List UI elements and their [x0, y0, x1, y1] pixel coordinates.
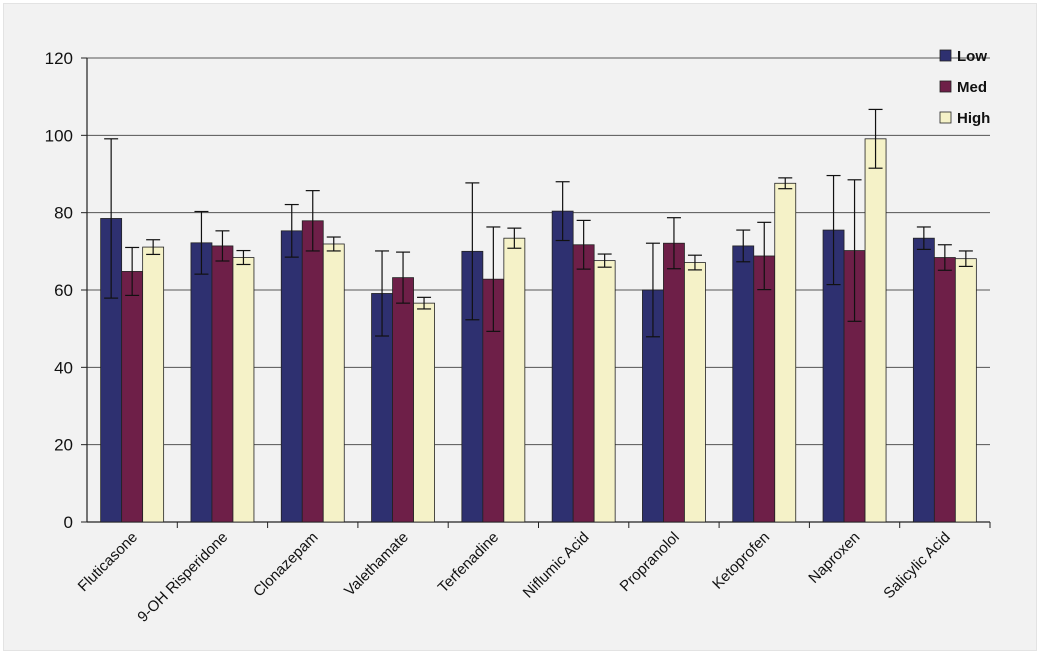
bar-med: [121, 271, 144, 523]
bar-low: [190, 242, 213, 523]
bar-high: [684, 262, 706, 523]
bar-low: [732, 245, 755, 523]
bar-med: [211, 245, 234, 523]
bar-low: [912, 237, 935, 523]
x-tick-label: Naproxen: [805, 529, 863, 587]
legend: Low Med High: [939, 48, 990, 127]
bar-high: [864, 138, 887, 523]
y-tick-label: 40: [54, 358, 73, 377]
bars: [100, 138, 977, 523]
bar-high: [503, 237, 526, 523]
legend-swatch-low: [939, 49, 952, 62]
x-tick-label: Niflumic Acid: [520, 529, 593, 602]
bar-high: [593, 260, 616, 523]
y-tick-label: 100: [45, 126, 73, 145]
x-tick-label: 9-OH Risperidone: [134, 529, 231, 626]
x-tick-label: Salicylic Acid: [880, 529, 953, 602]
legend-swatch-med: [939, 80, 952, 93]
x-tick-label: Propranolol: [617, 529, 683, 595]
bar-med: [392, 277, 414, 523]
x-tick-label: Ketoprofen: [709, 529, 773, 593]
y-tick-label: 120: [45, 49, 73, 68]
y-tick-label: 80: [54, 204, 73, 223]
y-tick-label: 20: [54, 436, 73, 455]
bar-med: [301, 220, 324, 523]
bar-high: [413, 302, 435, 523]
bar-high: [774, 182, 797, 523]
legend-label-low: Low: [957, 48, 987, 65]
x-tick-label: Valethamate: [341, 529, 412, 600]
x-tick-label: Clonazepam: [250, 529, 322, 601]
bar-high: [322, 243, 345, 523]
bar-low: [280, 230, 303, 523]
error-bars: [104, 108, 973, 338]
bar-med: [753, 255, 776, 523]
bar-high: [232, 257, 255, 523]
bar-high: [142, 246, 165, 523]
x-tick-label: Terfenadine: [435, 529, 502, 596]
bar-med: [933, 257, 956, 523]
bar-med: [572, 244, 595, 523]
y-tick-label: 0: [64, 513, 73, 532]
legend-label-med: Med: [957, 79, 987, 96]
bar-med: [663, 242, 685, 523]
bar-high: [954, 258, 977, 523]
bar-low: [551, 210, 574, 523]
x-tick-label: Fluticasone: [75, 529, 141, 595]
y-tick-label: 60: [54, 281, 73, 300]
legend-swatch-high: [939, 111, 952, 124]
legend-label-high: High: [957, 110, 990, 127]
